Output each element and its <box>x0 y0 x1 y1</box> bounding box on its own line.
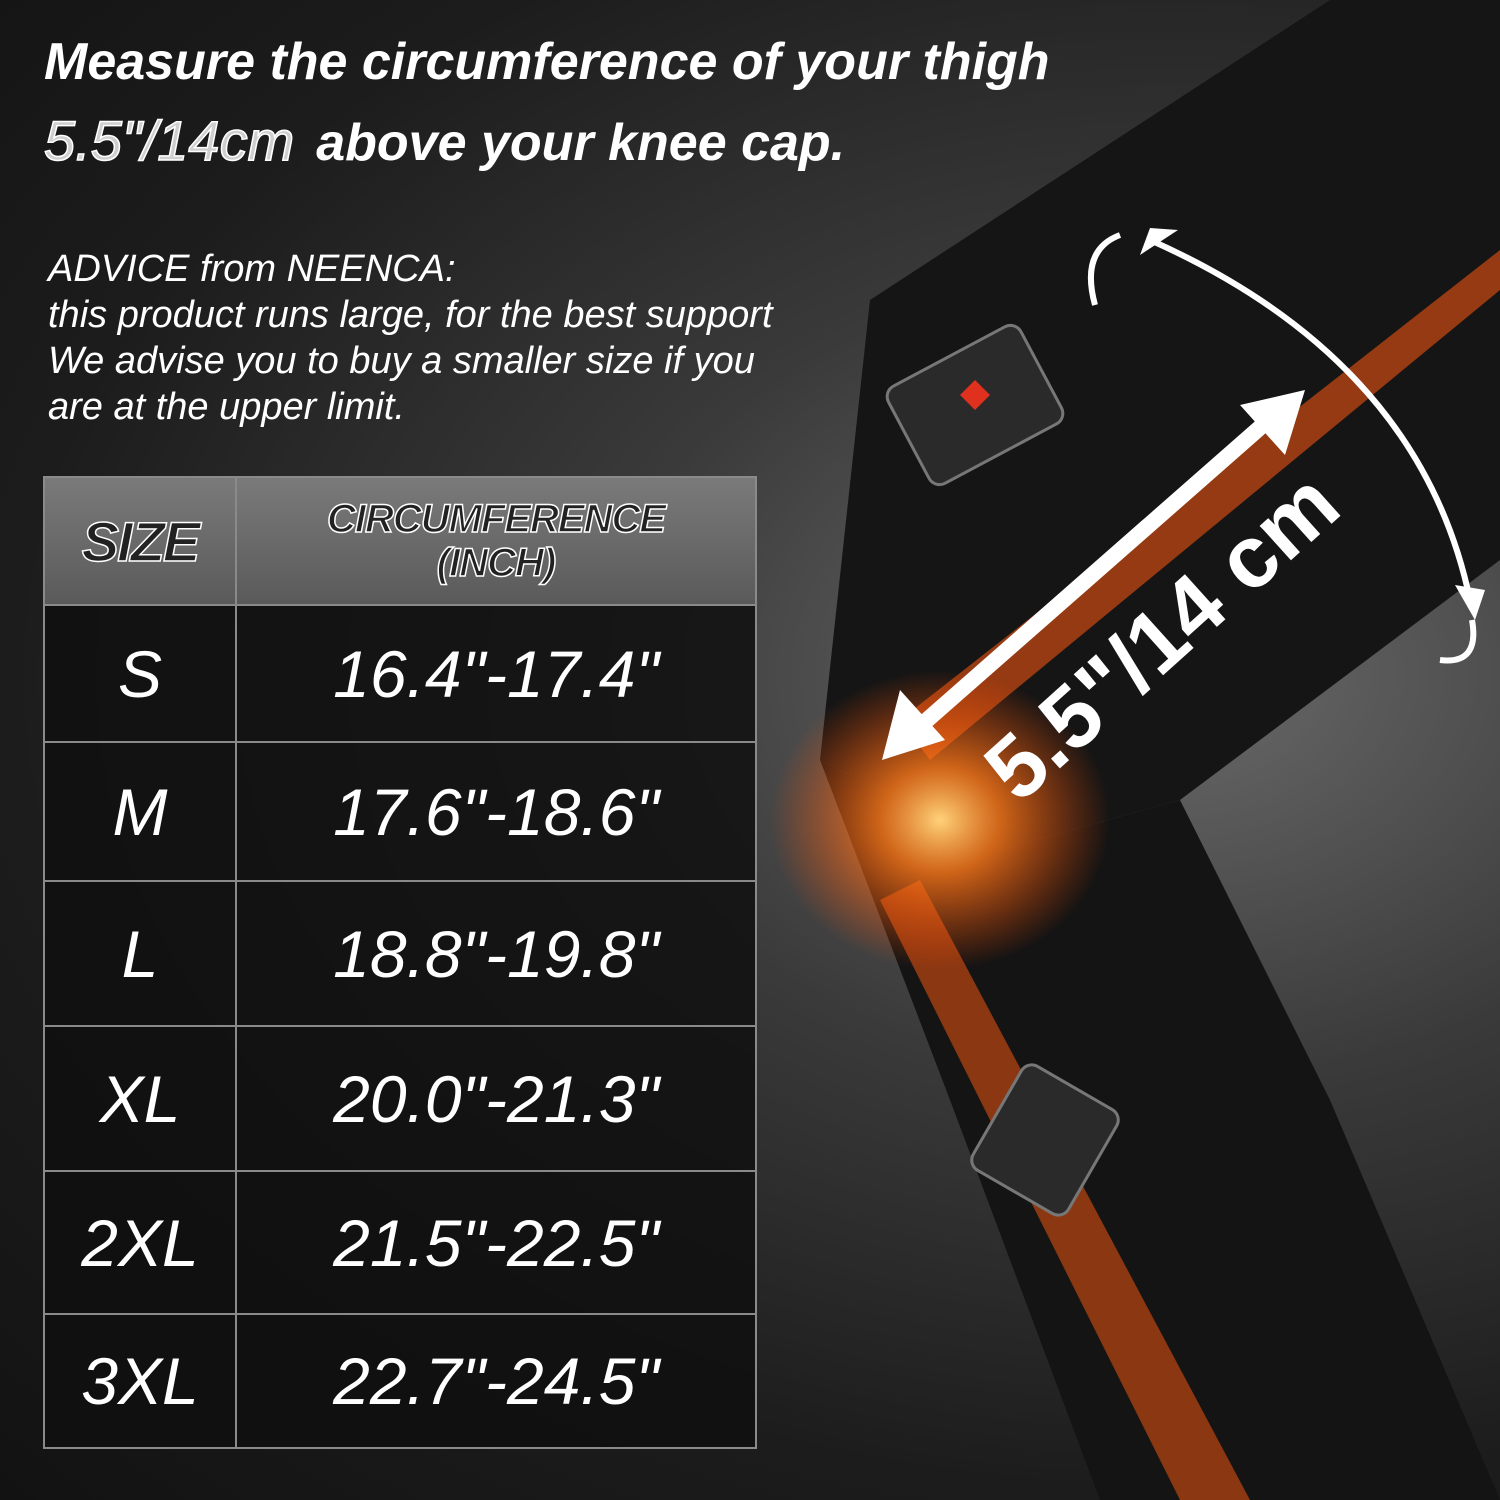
table-header-row: SIZE CIRCUMFERENCE (INCH) <box>43 476 757 606</box>
advice-block: ADVICE from NEENCA: this product runs la… <box>48 246 773 430</box>
table-row: S 16.4"-17.4" <box>43 604 757 743</box>
advice-line: are at the upper limit. <box>48 386 405 428</box>
header-unit-label: (INCH) <box>436 540 557 586</box>
table-row: L 18.8"-19.8" <box>43 880 757 1027</box>
circumference-arrow <box>1148 237 1473 601</box>
length-arrow <box>882 390 1305 760</box>
range-cell: 17.6"-18.6" <box>235 741 757 882</box>
range-cell: 18.8"-19.8" <box>235 880 757 1027</box>
size-cell: M <box>43 741 237 882</box>
advice-line: We advise you to buy a smaller size if y… <box>48 340 755 382</box>
size-cell: S <box>43 604 237 743</box>
size-cell: 2XL <box>43 1170 237 1315</box>
measure-distance: 5.5"/14cm <box>43 108 295 173</box>
size-cell: L <box>43 880 237 1027</box>
advice-title: ADVICE from NEENCA: <box>48 248 456 290</box>
header-circumference: CIRCUMFERENCE (INCH) <box>235 476 757 606</box>
size-cell: 3XL <box>43 1313 237 1449</box>
headline-line-2: 5.5"/14cm above your knee cap. <box>43 108 846 173</box>
range-cell: 22.7"-24.5" <box>235 1313 757 1449</box>
range-cell: 16.4"-17.4" <box>235 604 757 743</box>
table-row: 3XL 22.7"-24.5" <box>43 1313 757 1449</box>
brand-patch <box>885 323 1120 1217</box>
size-cell: XL <box>43 1025 237 1172</box>
table-row: M 17.6"-18.6" <box>43 741 757 882</box>
advice-line: this product runs large, for the best su… <box>48 294 773 336</box>
header-size: SIZE <box>43 476 237 606</box>
headline-line-2-text: above your knee cap. <box>316 114 846 172</box>
header-circumference-label: CIRCUMFERENCE <box>326 496 667 542</box>
table-row: XL 20.0"-21.3" <box>43 1025 757 1172</box>
table-row: 2XL 21.5"-22.5" <box>43 1170 757 1315</box>
range-cell: 21.5"-22.5" <box>235 1170 757 1315</box>
headline-line-1: Measure the circumference of your thigh <box>44 33 1050 91</box>
range-cell: 20.0"-21.3" <box>235 1025 757 1172</box>
